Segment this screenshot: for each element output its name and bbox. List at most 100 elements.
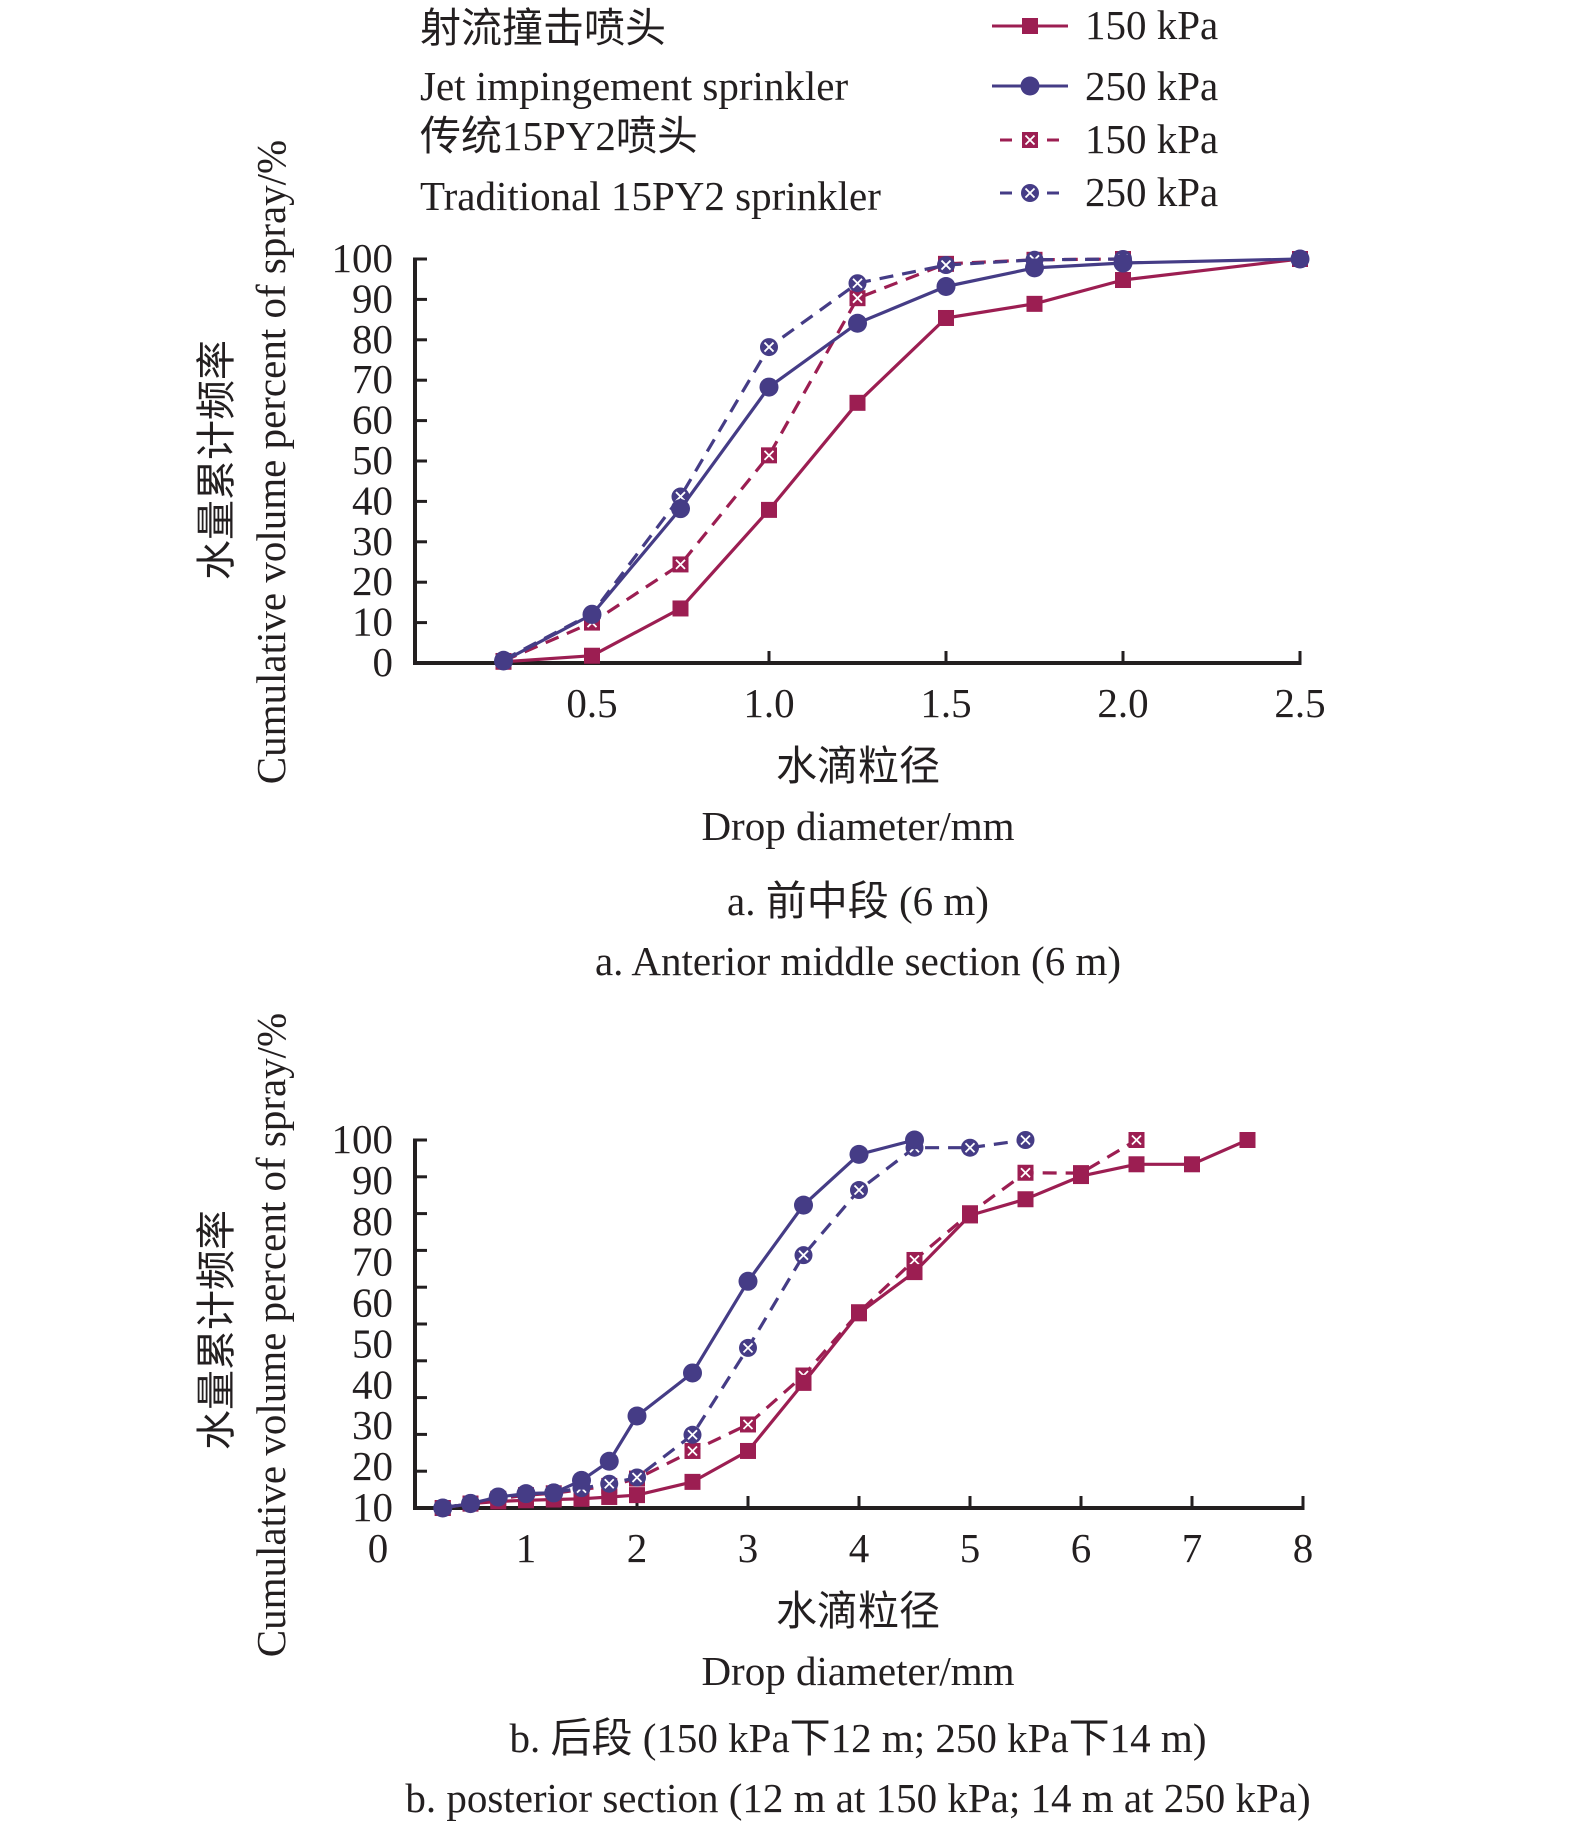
data-point	[936, 276, 956, 296]
chart-b-axes	[413, 1138, 1305, 1510]
data-point	[761, 501, 777, 518]
x-tick-label: 3	[738, 1525, 759, 1571]
series-jet-150	[434, 1132, 1256, 1516]
data-point	[851, 1305, 867, 1322]
y-tick-label: 80	[352, 316, 393, 362]
chart-b-caption-en: b. posterior section (12 m at 150 kPa; 1…	[405, 1775, 1310, 1821]
legend-swatch-trad-150	[1000, 132, 1059, 148]
data-point	[582, 605, 602, 625]
chart-a-series	[494, 249, 1310, 671]
data-point	[572, 1470, 591, 1490]
legend-marker-trad-150	[1022, 132, 1038, 148]
data-point	[684, 1442, 701, 1459]
x-tick-label: 8	[1293, 1525, 1314, 1571]
data-point	[1115, 272, 1131, 289]
y-tick-label: 100	[332, 1116, 394, 1162]
data-point	[683, 1425, 702, 1444]
series-jet-250	[494, 249, 1310, 671]
chart-b-x-tick-labels: 0 1 2 3 4 5 6 7 8	[368, 1525, 1314, 1571]
data-point	[848, 274, 867, 293]
y-tick-label: 10	[352, 599, 393, 645]
chart-b-ylabel-en: Cumulative volume percent of spray/%	[248, 1013, 294, 1657]
legend-swatch-jet-250	[992, 76, 1068, 96]
data-point	[740, 1416, 756, 1433]
data-point	[461, 1494, 480, 1514]
y-tick-label: 30	[352, 518, 393, 564]
data-point	[1073, 1168, 1089, 1185]
chart-b-ylabel-zh: 水量累计频率	[194, 1210, 239, 1450]
data-point	[629, 1487, 645, 1504]
y-tick-label: 40	[352, 1361, 393, 1407]
data-point	[516, 1484, 536, 1504]
data-point	[937, 256, 955, 275]
y-tick-label: 70	[352, 356, 393, 402]
data-point	[599, 1451, 619, 1471]
x-tick-label: 5	[960, 1525, 981, 1571]
legend-group-1-zh: 射流撞击喷头	[420, 5, 666, 51]
legend-group-2-en: Traditional 15PY2 sprinkler	[420, 173, 881, 219]
x-tick-label: 1.0	[743, 680, 794, 726]
data-point	[848, 313, 867, 333]
series-line-trad-150	[502, 257, 1124, 663]
chart-a-caption-en: a. Anterior middle section (6 m)	[595, 938, 1121, 984]
data-point	[672, 556, 689, 573]
legend-entry-trad-150-label: 150 kPa	[1085, 116, 1218, 162]
data-point	[600, 1474, 619, 1493]
data-point	[906, 1251, 923, 1268]
chart-b: 水量累计频率 Cumulative volume percent of spra…	[194, 1013, 1313, 1821]
legend-marker-jet-250	[1020, 76, 1040, 96]
y-tick-label: 20	[352, 558, 393, 604]
data-point	[683, 1363, 702, 1383]
chart-a-xlabel-en: Drop diameter/mm	[701, 803, 1014, 849]
y-tick-label: 30	[352, 1402, 393, 1448]
y-tick-label: 10	[352, 1484, 393, 1530]
x-tick-label: 2.5	[1274, 680, 1325, 726]
data-point	[1128, 1132, 1145, 1148]
y-tick-label: 50	[352, 437, 393, 483]
y-tick-label: 90	[352, 275, 393, 321]
data-point	[906, 1264, 923, 1281]
data-point	[849, 290, 866, 307]
data-point	[961, 1138, 979, 1157]
data-point	[795, 1374, 812, 1391]
data-point	[1184, 1156, 1200, 1173]
y-tick-label: 0	[373, 639, 394, 685]
data-point	[759, 377, 779, 397]
chart-b-series	[433, 1130, 1256, 1518]
x-tick-label: 4	[849, 1525, 870, 1571]
chart-a-x-tick-labels: 0.5 1.0 1.5 2.0 2.5	[566, 680, 1325, 726]
data-point	[627, 1406, 647, 1426]
chart-a-ylabel-en: Cumulative volume percent of spray/%	[248, 140, 294, 784]
chart-a-ylabel-zh: 水量累计频率	[194, 340, 239, 580]
data-point	[1128, 1156, 1145, 1173]
data-point	[794, 1195, 813, 1215]
x-tick-label: 1	[516, 1525, 537, 1571]
series-line-jet-250	[502, 257, 1301, 663]
data-point	[671, 499, 690, 519]
y-tick-label: 60	[352, 397, 393, 443]
x-tick-label: 1.5	[920, 680, 971, 726]
y-tick-label: 50	[352, 1320, 393, 1366]
data-point	[1017, 1164, 1034, 1181]
x-tick-label: 7	[1182, 1525, 1203, 1571]
legend-swatches	[992, 18, 1068, 202]
data-point	[1113, 253, 1133, 273]
x-tick-label: 6	[1071, 1525, 1092, 1571]
legend-marker-trad-250	[1021, 184, 1039, 202]
x-tick-label: 0	[368, 1525, 389, 1571]
series-line-jet-250	[442, 1138, 915, 1510]
series-line-trad-250	[502, 257, 1124, 662]
y-tick-label: 60	[352, 1280, 393, 1326]
legend-group-2-zh: 传统15PY2喷头	[420, 113, 698, 159]
data-point	[488, 1487, 508, 1507]
data-point	[1239, 1132, 1256, 1148]
y-tick-label: 80	[352, 1198, 393, 1244]
data-point	[849, 1144, 869, 1164]
series-jet-250	[433, 1130, 924, 1518]
data-point	[761, 447, 777, 464]
x-tick-label: 2.0	[1097, 680, 1148, 726]
data-point	[850, 1181, 868, 1200]
legend-entry-jet-150-label: 150 kPa	[1085, 2, 1218, 48]
